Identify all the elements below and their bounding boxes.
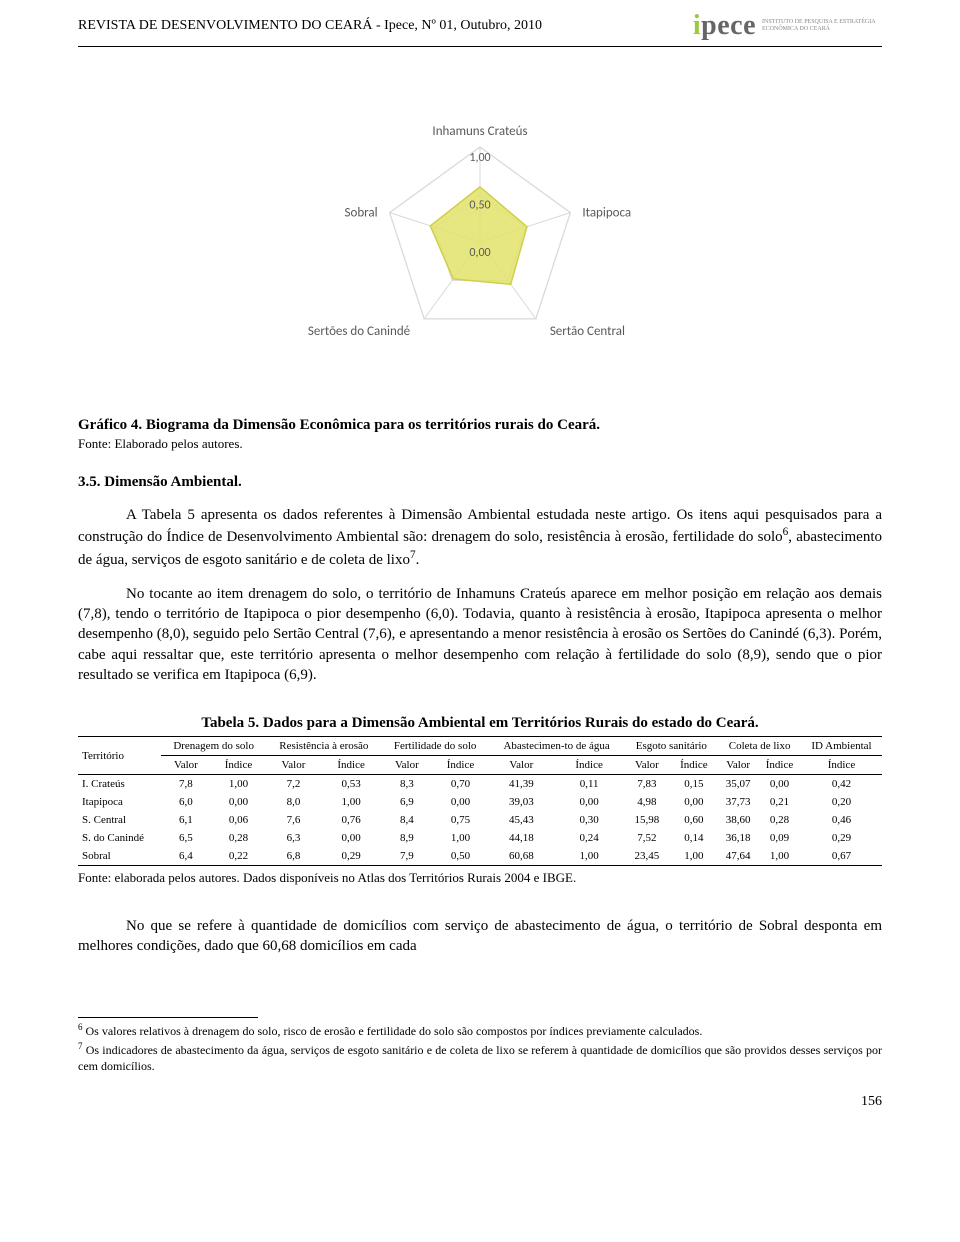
svg-text:Sertão Central: Sertão Central — [550, 324, 625, 339]
svg-text:Sertões do Canindé: Sertões do Canindé — [308, 324, 410, 339]
sub-header: Índice — [669, 756, 718, 775]
svg-text:1,00: 1,00 — [469, 151, 490, 165]
column-group: Esgoto sanitário — [624, 737, 718, 756]
page-number: 156 — [78, 1094, 882, 1110]
table-row: S. Central6,10,067,60,768,40,7545,430,30… — [78, 811, 882, 829]
sub-header: Índice — [211, 756, 266, 775]
sub-header: Valor — [489, 756, 554, 775]
svg-text:0,50: 0,50 — [469, 199, 490, 213]
table-row: Sobral6,40,226,80,297,90,5060,681,0023,4… — [78, 847, 882, 866]
svg-text:Sobral: Sobral — [345, 206, 378, 221]
table-source: Fonte: elaborada pelos autores. Dados di… — [78, 870, 882, 886]
sub-header: Índice — [321, 756, 382, 775]
logo-mark: ipece — [693, 10, 756, 42]
logo: ipece INSTITUTO DE PESQUISA E ESTRATÉGIA… — [693, 10, 882, 42]
column-group: Território — [78, 737, 161, 775]
figure-source: Fonte: Elaborado pelos autores. — [78, 436, 882, 452]
column-group: Fertilidade do solo — [381, 737, 488, 756]
footnote-6: 6 Os valores relativos à drenagem do sol… — [78, 1022, 882, 1040]
figure-caption: Gráfico 4. Biograma da Dimensão Econômic… — [78, 417, 882, 434]
sub-header: Índice — [758, 756, 801, 775]
paragraph-2: No tocante ao item drenagem do solo, o t… — [78, 584, 882, 685]
table-row: Itapipoca6,00,008,01,006,90,0039,030,004… — [78, 793, 882, 811]
sub-header: Índice — [554, 756, 625, 775]
table-title: Tabela 5. Dados para a Dimensão Ambienta… — [78, 715, 882, 732]
data-table: TerritórioDrenagem do soloResistência à … — [78, 736, 882, 866]
journal-title: REVISTA DE DESENVOLVIMENTO DO CEARÁ - Ip… — [78, 18, 542, 34]
column-group: Drenagem do solo — [161, 737, 266, 756]
svg-text:Inhamuns Crateús: Inhamuns Crateús — [432, 124, 527, 139]
paragraph-1: A Tabela 5 apresenta os dados referentes… — [78, 505, 882, 570]
table-row: I. Crateús7,81,007,20,538,30,7041,390,11… — [78, 775, 882, 794]
svg-text:Itapipoca: Itapipoca — [582, 206, 631, 221]
paragraph-3: No que se refere à quantidade de domicíl… — [78, 916, 882, 957]
section-heading: 3.5. Dimensão Ambiental. — [78, 474, 882, 491]
footnote-7: 7 Os indicadores de abastecimento da águ… — [78, 1041, 882, 1074]
page-header: REVISTA DE DESENVOLVIMENTO DO CEARÁ - Ip… — [78, 0, 882, 46]
column-group: Coleta de lixo — [718, 737, 801, 756]
column-group: Abastecimen-to de água — [489, 737, 625, 756]
radar-chart: Inhamuns Crateús Itapipoca Sertão Central S… — [78, 77, 882, 377]
column-group: Resistência à erosão — [266, 737, 381, 756]
table-row: S. do Canindé6,50,286,30,008,91,0044,180… — [78, 829, 882, 847]
header-rule — [78, 46, 882, 47]
footnote-rule — [78, 1017, 258, 1018]
sub-header: Índice — [801, 756, 882, 775]
sub-header: Índice — [432, 756, 489, 775]
sub-header: Valor — [381, 756, 432, 775]
column-group: ID Ambiental — [801, 737, 882, 756]
svg-text:0,00: 0,00 — [469, 246, 490, 260]
sub-header: Valor — [266, 756, 321, 775]
sub-header: Valor — [624, 756, 669, 775]
sub-header: Valor — [718, 756, 758, 775]
logo-subtitle: INSTITUTO DE PESQUISA E ESTRATÉGIA ECONÔ… — [762, 19, 882, 32]
sub-header: Valor — [161, 756, 211, 775]
